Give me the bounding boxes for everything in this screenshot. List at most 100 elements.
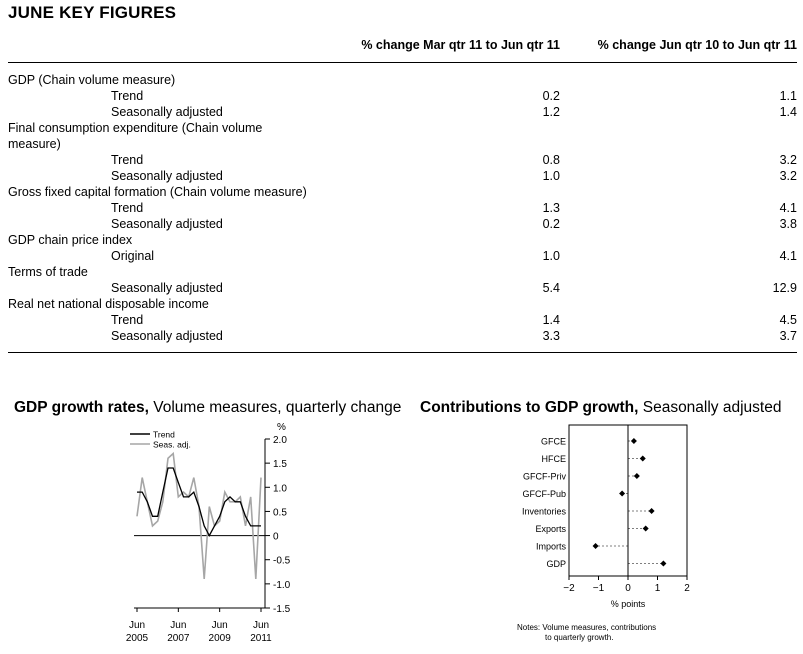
row-label: Real net national disposable income	[8, 297, 209, 311]
row-label: Terms of trade	[8, 265, 88, 279]
value-year: 4.1	[779, 249, 797, 263]
value-year: 3.2	[779, 169, 797, 183]
x-tick-label: −1	[593, 583, 605, 594]
gdp-growth-chart-title-bold: GDP growth rates,	[14, 399, 149, 416]
value-marker	[648, 508, 655, 514]
x-tick-label: 0	[625, 583, 631, 594]
table-row: Seasonally adjusted 3.3 3.7	[0, 329, 803, 345]
x-tick-month: Jun	[129, 620, 145, 631]
y-tick-label: 0	[273, 532, 279, 543]
x-axis-label: % points	[611, 599, 646, 609]
legend-label: Seas. adj.	[153, 440, 191, 450]
value-year: 3.2	[779, 153, 797, 167]
x-tick-label: −2	[563, 583, 575, 594]
category-label: HFCE	[542, 454, 567, 464]
row-label: Seasonally adjusted	[111, 217, 223, 231]
value-quarter: 0.2	[542, 217, 560, 231]
value-quarter: 3.3	[542, 329, 560, 343]
contributions-chart: GFCE HFCE GFCF-Priv GFCF-Pub Inventories Expo…	[517, 424, 690, 642]
x-tick-year: 2011	[250, 633, 272, 644]
x-tick-year: 2005	[126, 633, 149, 644]
category-label: GDP	[546, 559, 566, 569]
table-row: Real net national disposable income	[0, 297, 803, 313]
table-bottom-rule	[8, 352, 797, 353]
row-label: GDP (Chain volume measure)	[8, 73, 176, 87]
y-tick-label: 1.0	[273, 483, 287, 494]
value-marker	[642, 525, 649, 532]
category-label: Exports	[535, 524, 566, 534]
row-label: Seasonally adjusted	[111, 329, 223, 343]
table-row: Seasonally adjusted 1.2 1.4	[0, 105, 803, 121]
value-quarter: 0.8	[542, 153, 560, 167]
table-top-rule	[8, 62, 797, 63]
row-label: Seasonally adjusted	[111, 105, 223, 119]
table-row: Trend 1.4 4.5	[0, 313, 803, 329]
y-tick-label: 1.5	[273, 459, 287, 470]
row-label: Trend	[111, 89, 144, 103]
row-label: Gross fixed capital formation (Chain vol…	[8, 185, 307, 199]
row-label: Final consumption expenditure (Chain vol…	[8, 121, 263, 135]
value-quarter: 1.4	[542, 313, 560, 327]
gdp-growth-chart-subtitle: Volume measures, quarterly change	[153, 399, 402, 416]
value-marker	[633, 473, 640, 479]
category-label: GFCF-Priv	[523, 472, 566, 482]
contributions-chart-subtitle: Seasonally adjusted	[642, 399, 782, 416]
row-label: Trend	[111, 313, 144, 327]
column-header-quarter: % change Mar qtr 11 to Jun qtr 11	[361, 38, 560, 52]
y-tick-label: -1.5	[273, 604, 291, 615]
category-label: Imports	[536, 542, 567, 552]
value-quarter: 1.0	[542, 249, 560, 263]
contributions-chart-title-bold: Contributions to GDP growth,	[420, 399, 639, 416]
legend-label: Trend	[153, 430, 175, 440]
value-year: 4.1	[779, 201, 797, 215]
value-year: 3.7	[779, 329, 797, 343]
value-year: 1.1	[779, 89, 797, 103]
row-label: Seasonally adjusted	[111, 281, 223, 295]
y-tick-label: -0.5	[273, 556, 291, 567]
value-year: 1.4	[779, 105, 797, 119]
x-tick-month: Jun	[253, 620, 269, 631]
table-row: Trend 0.2 1.1	[0, 89, 803, 105]
category-label: Inventories	[522, 507, 567, 517]
row-label: Trend	[111, 201, 144, 215]
y-tick-label: -1.0	[273, 580, 291, 591]
chart-notes-line-2: to quarterly growth.	[545, 633, 613, 642]
table-row: Terms of trade	[0, 265, 803, 281]
x-tick-label: 2	[684, 583, 690, 594]
x-tick-month: Jun	[212, 620, 228, 631]
value-year: 3.8	[779, 217, 797, 231]
category-label: GFCF-Pub	[522, 489, 566, 499]
value-marker	[660, 560, 667, 567]
value-year: 12.9	[772, 281, 797, 295]
x-tick-label: 1	[655, 583, 661, 594]
table-row: Seasonally adjusted 5.4 12.9	[0, 281, 803, 297]
x-tick-month: Jun	[170, 620, 186, 631]
x-tick-year: 2007	[167, 633, 190, 644]
x-tick-year: 2009	[209, 633, 232, 644]
table-row: GDP (Chain volume measure)	[0, 73, 803, 89]
y-axis-unit: %	[277, 422, 286, 433]
y-tick-label: 0.5	[273, 507, 287, 518]
y-tick-label: 2.0	[273, 435, 287, 446]
value-quarter: 1.0	[542, 169, 560, 183]
table-row: Trend 1.3 4.1	[0, 201, 803, 217]
row-label: Seasonally adjusted	[111, 169, 223, 183]
row-label: Original	[111, 249, 155, 263]
category-label: GFCE	[541, 437, 566, 447]
table-row: Original 1.0 4.1	[0, 249, 803, 265]
row-label: Trend	[111, 153, 144, 167]
table-row: Seasonally adjusted 1.0 3.2	[0, 169, 803, 185]
contributions-chart-title: Contributions to GDP growth, Seasonally …	[420, 399, 781, 417]
table-row: Trend 0.8 3.2	[0, 153, 803, 169]
value-marker	[619, 490, 626, 497]
column-header-year: % change Jun qtr 10 to Jun qtr 11	[597, 38, 797, 52]
chart-notes-line-1: Notes: Volume measures, contributions	[517, 623, 656, 632]
gdp-growth-chart-title: GDP growth rates, Volume measures, quart…	[14, 399, 401, 417]
value-marker	[592, 543, 599, 549]
table-row: GDP chain price index	[0, 233, 803, 249]
value-marker	[630, 438, 637, 444]
table-row: measure)	[0, 137, 803, 153]
value-quarter: 1.2	[542, 105, 560, 119]
value-quarter: 5.4	[542, 281, 560, 295]
row-label: measure)	[8, 137, 61, 151]
